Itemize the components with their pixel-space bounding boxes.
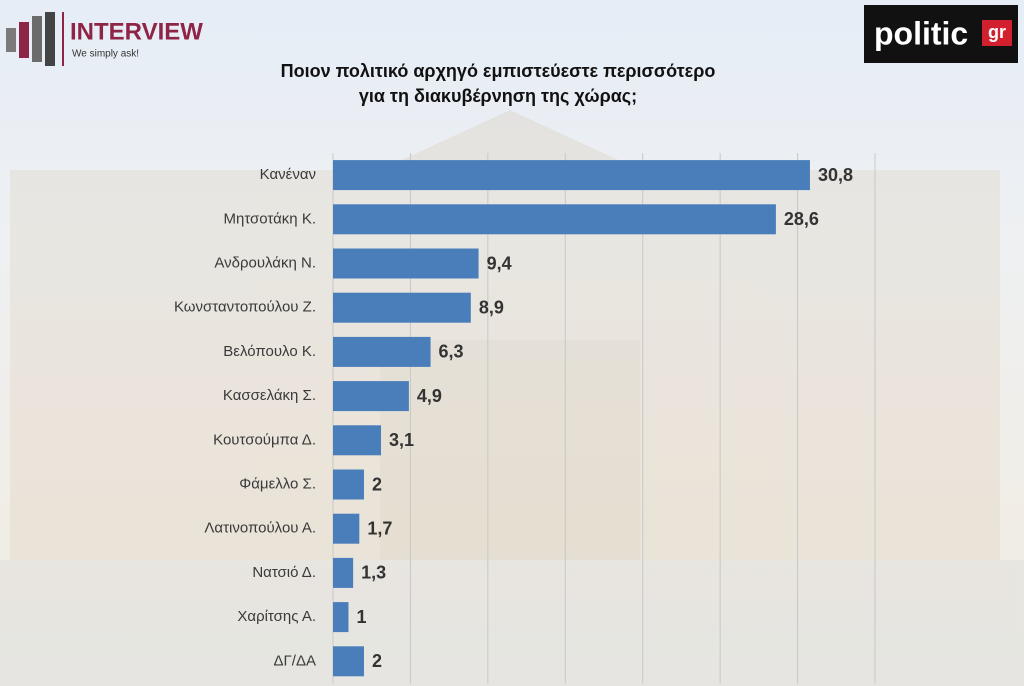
category-label: Λατινοπούλου Α. — [204, 520, 316, 537]
logo-bar — [45, 12, 55, 66]
bar — [333, 381, 409, 412]
logo-left: INTERVIEW We simply ask! — [6, 12, 203, 66]
bar — [333, 425, 382, 456]
logo-title: INTERVIEW — [70, 18, 203, 45]
value-label: 3,1 — [389, 430, 414, 450]
value-label: 30,8 — [818, 165, 853, 185]
logo-tagline: We simply ask! — [72, 49, 139, 60]
logo-suffix-box — [982, 20, 1012, 46]
value-label: 9,4 — [487, 253, 512, 273]
bar — [333, 602, 349, 633]
logo-right: politic gr — [864, 5, 1018, 63]
logo-bar — [19, 22, 29, 58]
category-label: Ανδρουλάκη Ν. — [214, 254, 316, 271]
logo-bar — [6, 28, 16, 52]
bar — [333, 336, 431, 367]
value-label: 6,3 — [439, 342, 464, 362]
value-label: 8,9 — [479, 297, 504, 317]
category-label: Χαρίτσης Α. — [237, 608, 316, 625]
bar — [333, 513, 360, 544]
bar — [333, 292, 471, 323]
category-label: Κουτσούμπα Δ. — [213, 431, 316, 448]
bar — [333, 248, 479, 279]
category-label: Κασσελάκη Σ. — [223, 387, 316, 404]
category-label: Βελόπουλο Κ. — [223, 343, 316, 360]
value-label: 28,6 — [784, 209, 819, 229]
value-label: 1,3 — [361, 563, 386, 583]
bar — [333, 204, 776, 235]
category-label: Κωνσταντοπούλου Ζ. — [174, 299, 316, 316]
bar — [333, 557, 354, 588]
logo-suffix: gr — [988, 22, 1006, 42]
logo-text: politic — [874, 15, 968, 51]
bar — [333, 646, 364, 677]
category-label: Νατσιό Δ. — [252, 564, 316, 581]
logo-bar — [32, 16, 42, 62]
category-label: Κανέναν — [260, 166, 316, 183]
category-label: ΔΓ/ΔΑ — [274, 652, 316, 669]
chart-title: για τη διακυβέρνηση της χώρας; — [359, 86, 637, 106]
value-label: 2 — [372, 651, 382, 671]
value-label: 2 — [372, 474, 382, 494]
chart-title: Ποιον πολιτικό αρχηγό εμπιστεύεστε περισ… — [281, 61, 716, 81]
value-label: 4,9 — [417, 386, 442, 406]
building-backdrop — [0, 110, 1024, 686]
category-label: Φάμελλο Σ. — [239, 475, 316, 492]
value-label: 1 — [356, 607, 366, 627]
bar — [333, 160, 810, 191]
bar — [333, 469, 364, 500]
category-label: Μητσοτάκη Κ. — [223, 210, 316, 227]
value-label: 1,7 — [367, 518, 392, 538]
